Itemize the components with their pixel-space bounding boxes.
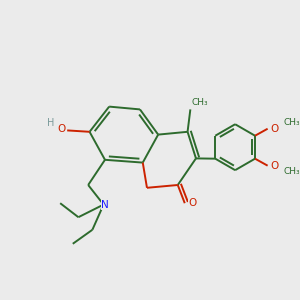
Text: O: O — [57, 124, 65, 134]
Text: H: H — [47, 118, 55, 128]
Text: CH₃: CH₃ — [283, 167, 300, 176]
Text: O: O — [270, 161, 278, 171]
Text: N: N — [101, 200, 109, 210]
Text: CH₃: CH₃ — [283, 118, 300, 127]
Text: CH₃: CH₃ — [192, 98, 208, 107]
Text: O: O — [188, 198, 196, 208]
Text: O: O — [270, 124, 278, 134]
